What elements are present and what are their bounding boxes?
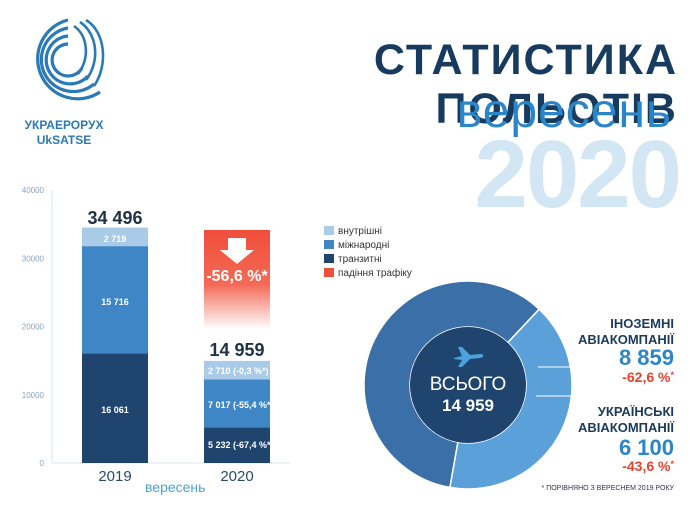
ukr-title-line2: АВІАКОМПАНІЇ [578,420,674,435]
ukr-pct-star: * [670,459,674,469]
foreign-pct-star: * [670,370,674,380]
foreign-airlines-title: ІНОЗЕМНІ АВІАКОМПАНІЇ [540,316,674,348]
airplane-icon [452,344,486,370]
footnote: * ПОРІВНЯНО З ВЕРЕСНЕМ 2019 РОКУ [440,485,674,492]
foreign-title-line1: ІНОЗЕМНІ [610,316,674,331]
donut-center-label: ВСЬОГО [418,374,518,396]
ukrainian-airlines-change: -43,6 %* [560,458,674,474]
foreign-pct-text: -62,6 % [622,369,670,385]
foreign-airlines-change: -62,6 %* [560,369,674,385]
ukr-pct-text: -43,6 % [622,458,670,474]
donut-center-value: 14 959 [418,396,518,416]
foreign-airlines-value: 8 859 [560,345,674,371]
ukrainian-airlines-title: УКРАЇНСЬКІ АВІАКОМПАНІЇ [540,404,674,436]
ukr-title-line1: УКРАЇНСЬКІ [598,404,674,419]
